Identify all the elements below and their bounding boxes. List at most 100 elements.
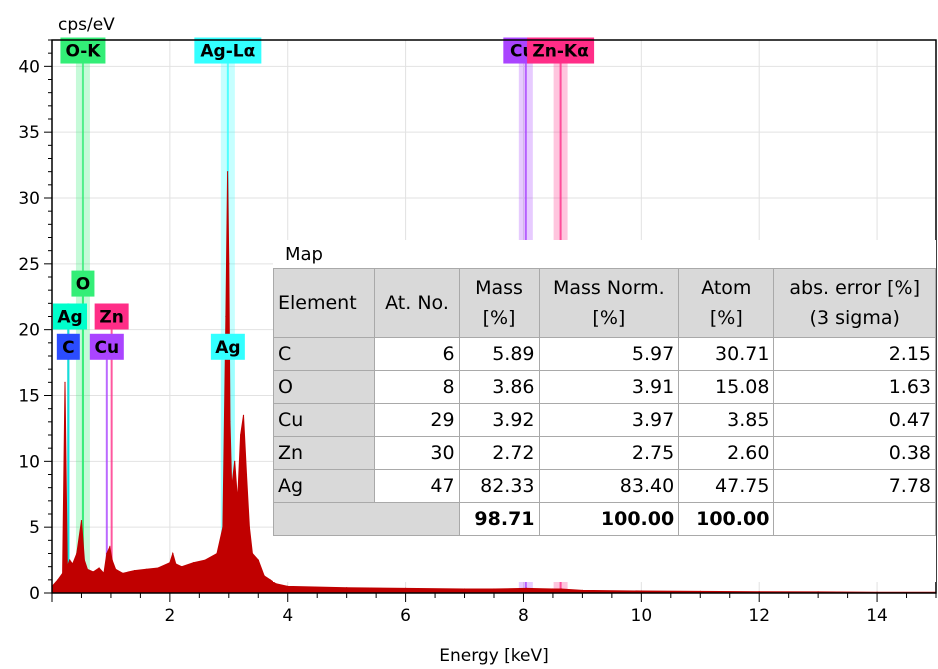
spectrum-point [62, 572, 64, 574]
cell-abs-error: 1.63 [773, 370, 936, 404]
y-axis-title: cps/eV [58, 15, 115, 35]
marker-label-box [71, 270, 95, 297]
spectrum-point [64, 381, 66, 383]
element-marker-label: Ag [53, 303, 87, 330]
table-row: Zn 30 2.72 2.75 2.60 0.38 [272, 436, 936, 470]
spectrum-series [51, 171, 937, 594]
spectrum-point [245, 473, 248, 476]
spectrum-point [145, 568, 147, 570]
cell-atomic-number: 6 [374, 337, 460, 371]
marker-label-box [56, 333, 80, 360]
cell-atom: 47.75 [678, 469, 775, 503]
spectrum-point [552, 588, 554, 590]
header-mass-norm-line1: Mass Norm. [552, 277, 665, 299]
cell-mass: 3.86 [458, 370, 540, 404]
y-tick-label: 15 [18, 387, 40, 407]
element-marker-label: Zn-Kα [527, 37, 595, 64]
x-tick-label: 8 [518, 606, 529, 626]
spectrum-point [560, 588, 562, 590]
cell-atom: 30.71 [678, 337, 775, 371]
element-marker-label: O [71, 270, 95, 297]
marker-label-box [527, 37, 595, 64]
spectrum-point [248, 526, 250, 528]
spectrum-point [817, 591, 819, 593]
spectrum-point [251, 552, 253, 555]
spectrum-point [405, 587, 407, 590]
element-marker-label: C [56, 333, 80, 360]
cell-mass: 2.72 [458, 436, 540, 470]
spectrum-point [204, 559, 206, 561]
x-axis-title: Energy [keV] [439, 646, 549, 666]
header-abs-error-line1: abs. error [%] [789, 277, 921, 299]
element-marker-label: Ag-Lα [194, 37, 262, 64]
spectrum-point [216, 552, 218, 555]
spectrum-point [115, 568, 117, 570]
y-tick-label: 40 [18, 57, 40, 77]
cell-element: Cu [272, 403, 376, 437]
marker-label-box [60, 37, 106, 64]
x-axis-ticks: 2 4 6 8 10 12 14 [51, 593, 937, 626]
spectrum-point [169, 562, 171, 564]
y-tick-label: 5 [29, 518, 40, 538]
table-row: C 6 5.89 5.97 30.71 2.15 [272, 337, 936, 371]
spectrum-point [240, 434, 242, 436]
spectrum-point [463, 588, 466, 590]
spectrum-point [192, 562, 194, 564]
x-tick-label: 10 [631, 606, 653, 626]
spectrum-point [640, 590, 642, 592]
header-mass-norm: Mass Norm. [%] [538, 268, 680, 338]
cell-mass-norm: 3.91 [538, 370, 680, 404]
spectrum-point [80, 520, 83, 522]
cell-mass-norm: 83.40 [538, 469, 680, 503]
header-abs-error: abs. error [%] (3 sigma) [773, 268, 936, 338]
cell-atom: 2.60 [678, 436, 775, 470]
spectrum-point [229, 421, 231, 423]
spectrum-point [133, 570, 136, 572]
totals-row: 98.71 100.00 100.00 [273, 502, 936, 536]
marker-label-text: Ag [57, 308, 82, 328]
totals-blank-cell [273, 502, 460, 536]
y-tick-label: 35 [18, 123, 40, 143]
element-marker-label: Zn [94, 303, 129, 330]
spectrum-point [222, 526, 224, 528]
spectrum-point [525, 587, 528, 590]
spectrum-point [76, 552, 78, 555]
spectrum-point [493, 588, 495, 590]
spectrum-point [263, 575, 265, 577]
cell-abs-error: 7.78 [773, 469, 936, 503]
marker-label-text: Zn-Kα [532, 42, 588, 62]
marker-label-text: O [76, 275, 90, 295]
cell-atomic-number: 8 [374, 370, 460, 404]
marker-label-box [53, 303, 87, 330]
spectrum-point [275, 583, 277, 585]
marker-label-box [89, 333, 124, 360]
spectrum-point [287, 585, 289, 588]
header-mass-norm-line2: [%] [592, 307, 626, 329]
spectrum-point [98, 567, 100, 569]
element-marker-label: Cu [89, 333, 124, 360]
cell-atomic-number: 29 [374, 403, 460, 437]
cell-element: C [272, 337, 376, 371]
cell-mass-norm: 3.97 [538, 403, 680, 437]
header-mass-line1: Mass [475, 277, 523, 299]
spectrum-point [699, 590, 701, 593]
spectrum-point [157, 567, 159, 569]
cell-atom: 15.08 [678, 370, 775, 404]
spectrum-point [86, 568, 88, 570]
spectrum-point [257, 559, 259, 561]
spectrum-point [172, 552, 174, 555]
marker-label-text: Ag [215, 338, 240, 358]
y-tick-label: 0 [29, 584, 40, 604]
cell-mass: 82.33 [458, 469, 540, 503]
header-atomic-number: At. No. [374, 268, 460, 338]
spectrum-point [227, 171, 229, 173]
spectrum-point [69, 559, 71, 561]
marker-label-text: Zn [99, 308, 123, 328]
spectrum-area [51, 171, 937, 594]
cell-mass-norm: 5.97 [538, 337, 680, 371]
spectrum-point [581, 589, 584, 592]
marker-label-box [210, 333, 245, 360]
cell-atom: 3.85 [678, 403, 775, 437]
total-mass-norm: 100.00 [538, 502, 680, 536]
spectrum-point [122, 572, 124, 574]
